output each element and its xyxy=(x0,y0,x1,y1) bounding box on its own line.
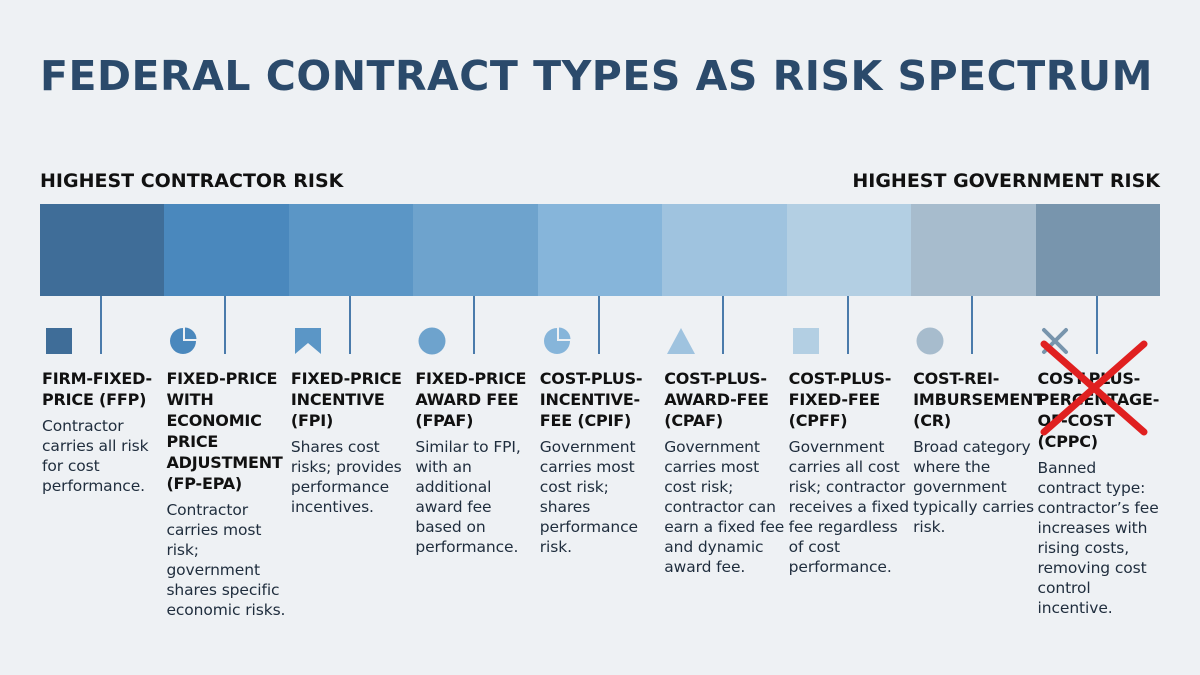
contract-type-description: Government carries most cost risk; share… xyxy=(539,438,638,556)
spectrum-segment xyxy=(413,204,538,296)
contract-type-description: Banned contract type: contractor’s fee i… xyxy=(1037,459,1159,617)
risk-spectrum-bar xyxy=(40,204,1160,296)
contract-type-name: COST-PLUS-FIXED-FEE (CPFF) Government car… xyxy=(789,368,913,577)
contract-type-name: COST-PLUS-INCENTIVE-FEE (CPIF) Government… xyxy=(540,368,664,557)
contract-type-column: COST-PLUS-PERCENTAGE-OF-COST (CPPC) Banne… xyxy=(1038,296,1162,626)
square-icon xyxy=(44,326,74,356)
pie-chart-icon xyxy=(168,326,198,356)
contract-type-column: COST-PLUS-FIXED-FEE (CPFF) Government car… xyxy=(789,296,913,626)
contract-type-name: COST-REI-IMBURSEMENT (CR) Broad category … xyxy=(913,369,1044,536)
connector-line xyxy=(100,296,102,354)
spectrum-segment xyxy=(40,204,165,296)
contract-type-name: COST-PLUS-AWARD-FEE (CPAF) Government car… xyxy=(664,368,788,577)
connector-line xyxy=(597,296,600,354)
government-risk-label: HIGHEST GOVERNMENT RISK xyxy=(852,170,1160,192)
circle-icon xyxy=(915,326,945,356)
contract-type-column: FIXED-PRICE AWARD FEE (FPAF) Similar to F… xyxy=(415,296,539,626)
contract-type-name: FIXED-PRICE INCENTIVE (FPI) Shares cost r… xyxy=(291,368,415,517)
spectrum-segment xyxy=(164,204,289,296)
contract-type-description: Similar to FPI, with an additional award… xyxy=(415,438,521,556)
connector-line xyxy=(722,296,725,354)
connector-line xyxy=(224,296,227,354)
contract-type-column: FIXED-PRICE INCENTIVE (FPI) Shares cost r… xyxy=(291,296,415,626)
contract-type-column: COST-PLUS-INCENTIVE-FEE (CPIF) Government… xyxy=(540,296,664,626)
contract-type-description: Broad category where the government typi… xyxy=(913,438,1034,536)
x-mark-icon xyxy=(1040,326,1070,356)
spectrum-segment xyxy=(288,204,414,296)
triangle-icon xyxy=(666,326,696,356)
connector-line xyxy=(348,296,351,354)
contract-type-name: FIXED-PRICE WITH ECONOMIC PRICE ADJUSTME… xyxy=(166,368,290,620)
spectrum-segment xyxy=(786,204,912,296)
bookmark-icon xyxy=(293,326,323,356)
pie-chart-icon xyxy=(542,326,572,356)
spectrum-segment xyxy=(911,204,1036,296)
connector-line xyxy=(846,296,849,354)
page-title: FEDERAL CONTRACT TYPES AS RISK SPECTRUM xyxy=(40,52,1153,100)
contract-type-name: COST-PLUS-PERCENTAGE-OF-COST (CPPC) Banne… xyxy=(1038,368,1162,618)
contract-type-description: Contractor carries most risk; government… xyxy=(166,501,286,619)
circle-icon xyxy=(417,326,447,356)
contract-type-description: Government carries all cost risk; contra… xyxy=(788,438,909,576)
connector-line xyxy=(473,296,476,354)
contract-type-description: Shares cost risks; provides performance … xyxy=(290,438,402,516)
spectrum-segment xyxy=(537,204,663,296)
connector-line xyxy=(971,296,974,354)
contract-type-description: Contractor carries all risk for cost per… xyxy=(42,417,149,495)
spectrum-segment xyxy=(662,204,787,296)
square-icon xyxy=(791,326,821,356)
contract-type-column: FIXED-PRICE WITH ECONOMIC PRICE ADJUSTME… xyxy=(166,296,290,626)
connector-line xyxy=(1095,296,1098,354)
contract-type-column: COST-REI-IMBURSEMENT (CR) Broad category … xyxy=(913,296,1044,626)
contractor-risk-label: HIGHEST CONTRACTOR RISK xyxy=(40,170,344,192)
contract-type-name: FIXED-PRICE AWARD FEE (FPAF) Similar to F… xyxy=(415,368,539,557)
contract-type-column: COST-PLUS-AWARD-FEE (CPAF) Government car… xyxy=(664,296,788,626)
contract-type-column: FIRM-FIXED-PRICE (FFP) Contractor carries… xyxy=(42,296,166,626)
contract-type-description: Government carries most cost risk; contr… xyxy=(664,438,785,576)
spectrum-segment xyxy=(1035,204,1160,296)
contract-type-name: FIRM-FIXED-PRICE (FFP) Contractor carries… xyxy=(42,368,166,496)
